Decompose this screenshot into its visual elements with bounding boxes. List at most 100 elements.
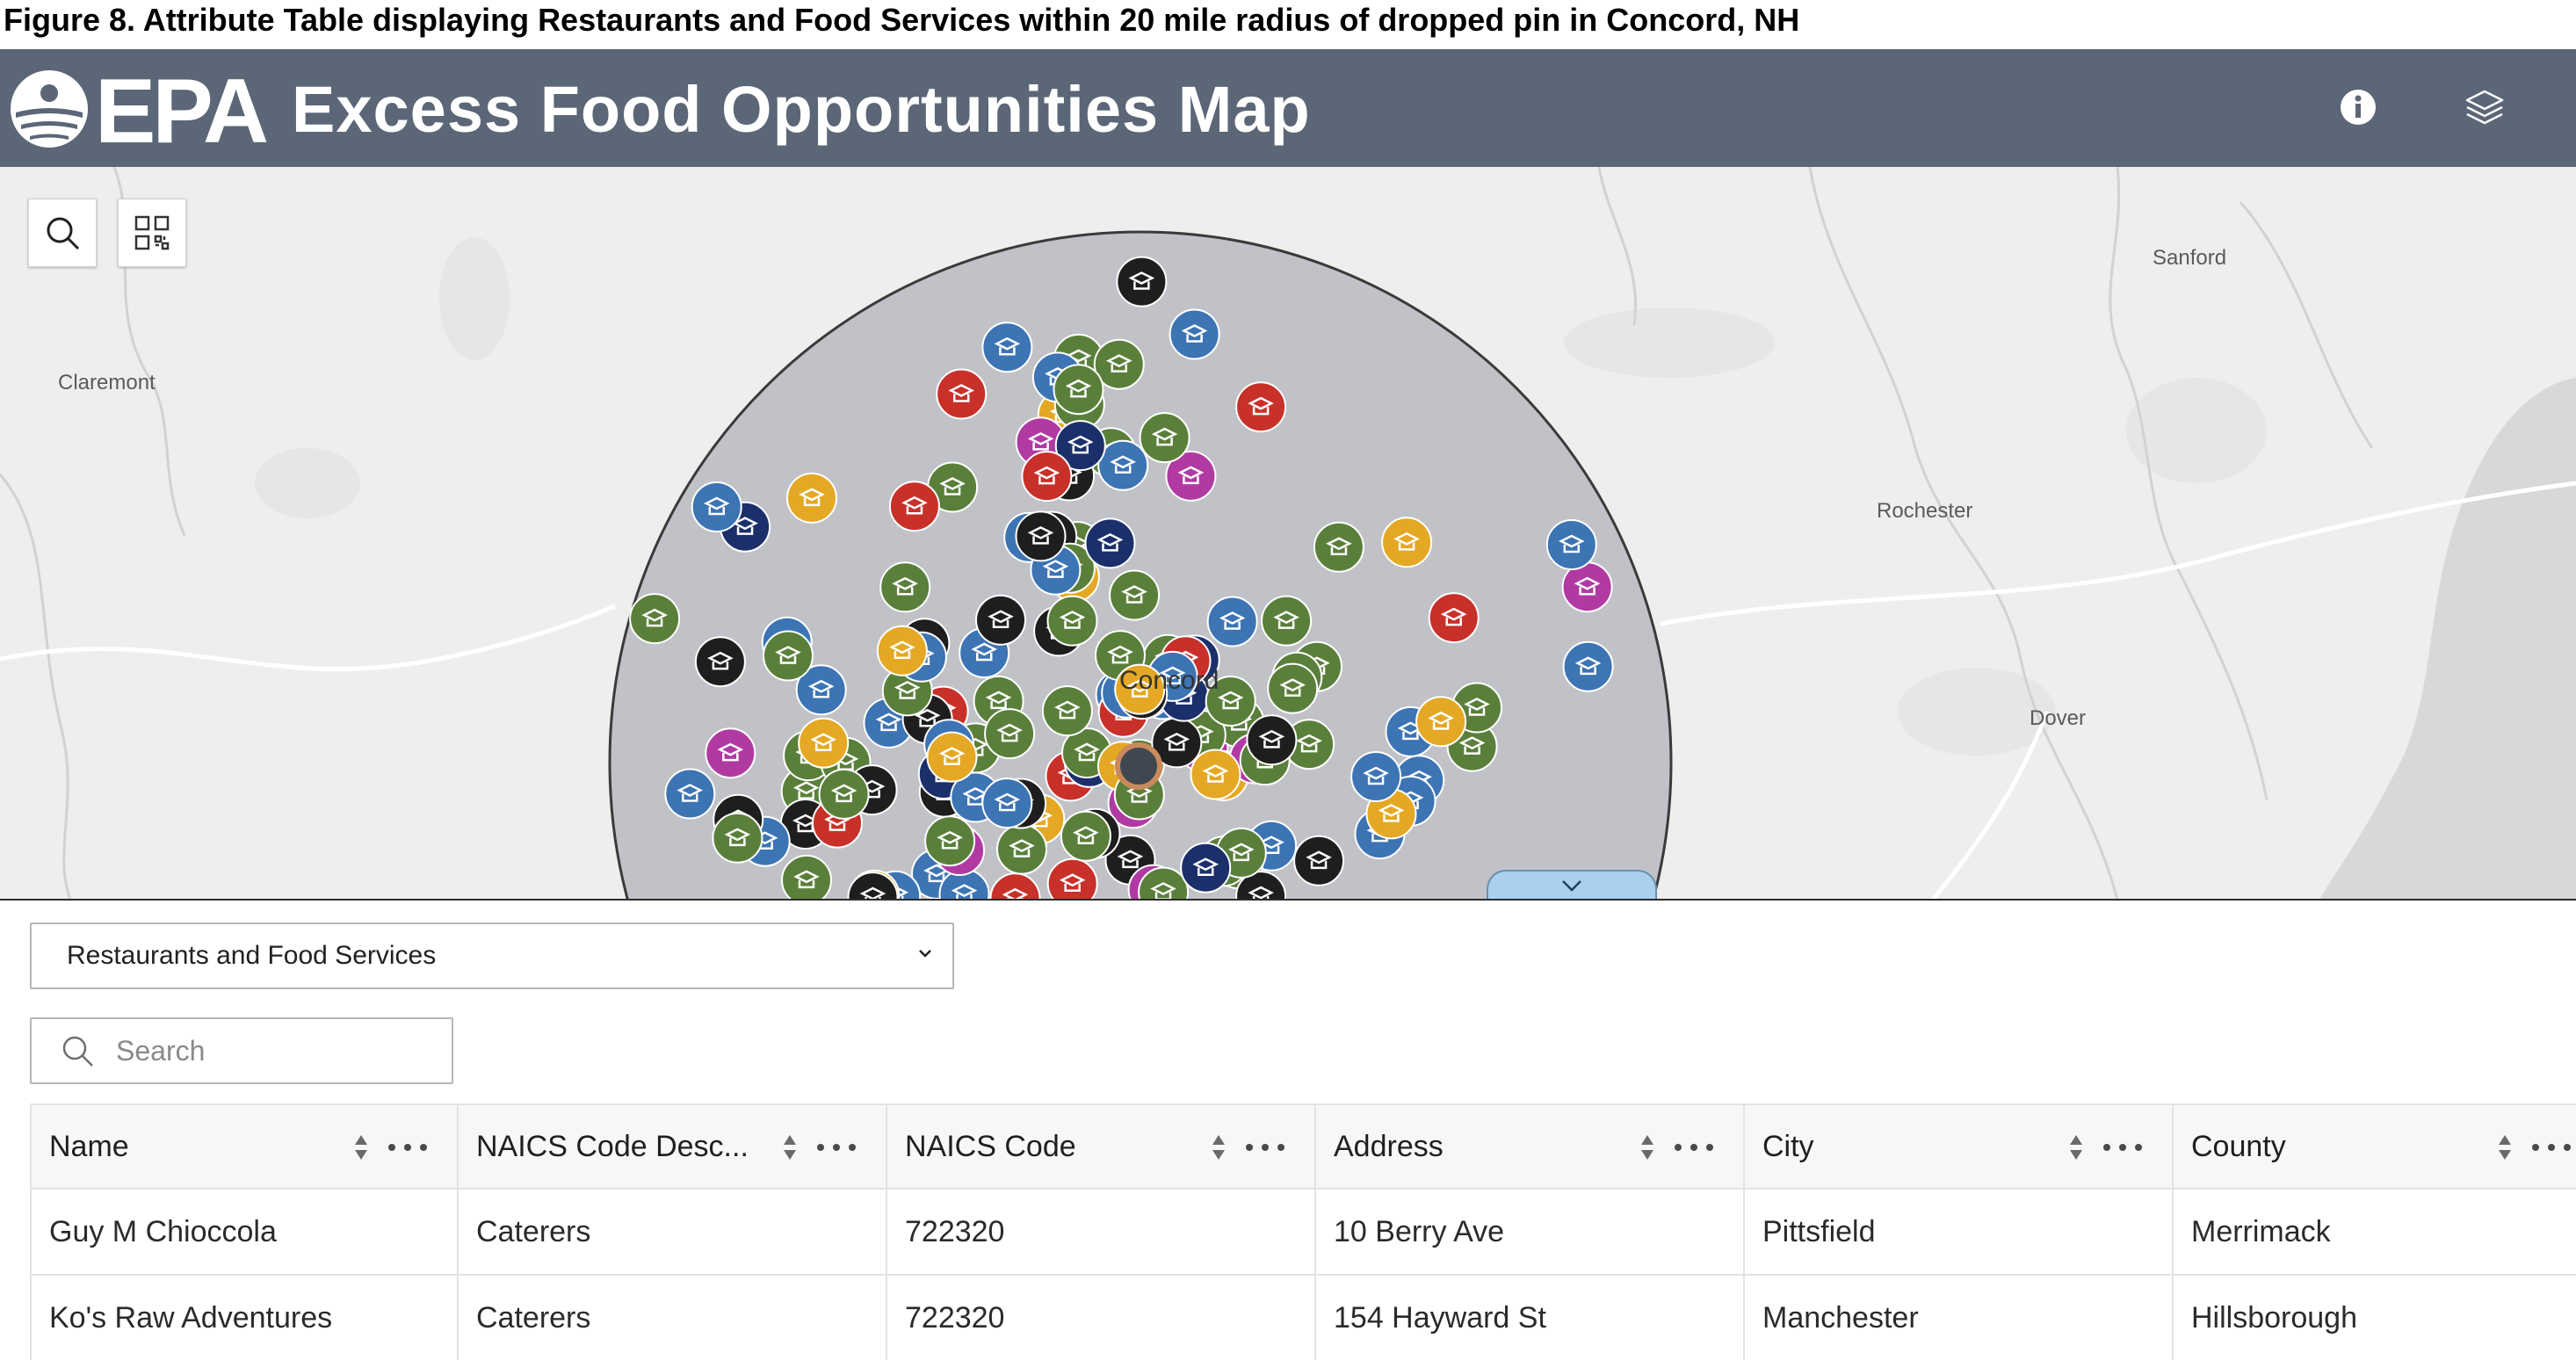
column-menu-button[interactable] <box>2532 1132 2571 1163</box>
compost-marker[interactable] <box>1114 663 1166 715</box>
retail-marker[interactable] <box>1165 450 1217 502</box>
map-table-divider[interactable] <box>0 899 2576 901</box>
table-row[interactable]: Ko's Raw Adventures Caterers 722320 154 … <box>30 1276 2576 1360</box>
restaurant-marker[interactable] <box>1293 835 1345 886</box>
dropped-pin[interactable] <box>1115 742 1162 790</box>
compost-marker[interactable] <box>1190 749 1241 800</box>
caterer-marker[interactable] <box>1053 364 1104 416</box>
grocery-marker[interactable] <box>1350 751 1402 802</box>
sort-icon[interactable] <box>353 1132 369 1163</box>
caterer-marker[interactable] <box>1109 569 1161 621</box>
caterer-marker[interactable] <box>984 708 1036 760</box>
compost-marker[interactable] <box>798 717 850 769</box>
column-menu-button[interactable] <box>388 1132 427 1163</box>
restaurant-marker[interactable] <box>1246 714 1298 766</box>
restaurant-marker[interactable] <box>1015 510 1067 562</box>
grocery-marker[interactable] <box>1206 596 1258 647</box>
restaurant-marker[interactable] <box>1116 256 1168 307</box>
map-search-button[interactable] <box>28 199 97 267</box>
caterer-marker[interactable] <box>927 461 979 513</box>
caterer-marker[interactable] <box>763 630 814 682</box>
grocery-marker[interactable] <box>691 481 742 532</box>
caterer-marker[interactable] <box>1041 685 1093 737</box>
grocery-marker[interactable] <box>795 664 847 716</box>
sort-icon[interactable] <box>2068 1132 2084 1163</box>
column-header-county[interactable]: County <box>2174 1105 2576 1188</box>
restaurant-marker[interactable] <box>847 872 899 900</box>
institution-marker[interactable] <box>1235 381 1287 433</box>
caterer-marker[interactable] <box>996 823 1047 875</box>
sort-icon[interactable] <box>1639 1132 1655 1163</box>
grocery-marker[interactable] <box>1562 640 1614 692</box>
restaurant-marker[interactable] <box>694 636 746 688</box>
manufacturer-marker[interactable] <box>1054 420 1106 472</box>
restaurant-marker[interactable] <box>975 594 1026 646</box>
caterer-marker[interactable] <box>879 561 931 613</box>
manufacturer-marker[interactable] <box>1084 517 1136 569</box>
column-menu-button[interactable] <box>1675 1132 1713 1163</box>
sort-icon[interactable] <box>2497 1132 2513 1163</box>
column-header-naics-code[interactable]: NAICS Code <box>887 1105 1316 1188</box>
column-label: Address <box>1334 1129 1444 1163</box>
column-header-city[interactable]: City <box>1745 1105 2174 1188</box>
epa-logo: EPA <box>11 67 271 151</box>
column-menu-button[interactable] <box>2103 1132 2142 1163</box>
collapse-map-button[interactable] <box>1487 870 1657 900</box>
search-icon <box>47 217 80 250</box>
restaurant-marker[interactable] <box>1235 871 1287 900</box>
caterer-marker[interactable] <box>712 812 763 864</box>
compost-marker[interactable] <box>876 625 928 676</box>
institution-marker[interactable] <box>888 481 940 532</box>
institution-marker[interactable] <box>1428 592 1480 644</box>
caterer-marker[interactable] <box>1267 662 1319 714</box>
retail-marker[interactable] <box>1561 561 1613 613</box>
search-input[interactable] <box>116 1034 432 1067</box>
grocery-marker[interactable] <box>981 778 1033 829</box>
info-button[interactable] <box>2330 79 2386 135</box>
grocery-marker[interactable] <box>981 322 1033 373</box>
restaurant-marker[interactable] <box>1151 717 1203 769</box>
grocery-marker[interactable] <box>664 768 716 820</box>
caterer-marker[interactable] <box>1138 866 1190 900</box>
compost-marker[interactable] <box>1415 696 1467 748</box>
grocery-marker[interactable] <box>1097 439 1149 491</box>
retail-marker[interactable] <box>705 727 756 779</box>
compost-marker[interactable] <box>1381 517 1433 568</box>
sort-icon[interactable] <box>782 1132 798 1163</box>
caterer-marker[interactable] <box>781 854 832 900</box>
compost-marker[interactable] <box>926 731 978 783</box>
place-label-sanford: Sanford <box>2153 246 2227 270</box>
column-menu-button[interactable] <box>817 1132 856 1163</box>
map-grid-button[interactable] <box>118 199 186 267</box>
sort-icon[interactable] <box>1211 1132 1226 1163</box>
compost-marker[interactable] <box>786 472 837 524</box>
column-header-name[interactable]: Name <box>30 1105 459 1188</box>
grocery-marker[interactable] <box>1169 308 1220 360</box>
caterer-marker[interactable] <box>924 815 976 867</box>
column-header-address[interactable]: Address <box>1316 1105 1745 1188</box>
caterer-marker[interactable] <box>1060 810 1111 862</box>
layers-button[interactable] <box>2457 79 2513 135</box>
caterer-marker[interactable] <box>1093 338 1145 390</box>
map-view[interactable]: Claremont Sanford Rochester Dover Concor… <box>0 167 2576 900</box>
caterer-marker[interactable] <box>1046 595 1098 647</box>
layer-select[interactable]: Restaurants and Food Services <box>30 922 954 989</box>
attribute-table: Name NAICS Code Desc... NAICS Code Addre… <box>30 1103 2576 1360</box>
institution-marker[interactable] <box>936 368 988 420</box>
caterer-marker[interactable] <box>1205 676 1256 727</box>
manufacturer-marker[interactable] <box>1180 842 1232 893</box>
institution-marker[interactable] <box>1021 451 1073 503</box>
caterer-marker[interactable] <box>818 768 870 820</box>
table-cell: Hillsborough <box>2174 1276 2576 1360</box>
caterer-marker[interactable] <box>629 593 681 645</box>
caterer-marker[interactable] <box>1313 521 1364 573</box>
column-header-naics-desc[interactable]: NAICS Code Desc... <box>459 1105 887 1188</box>
map-basemap <box>0 167 2576 900</box>
caterer-marker[interactable] <box>1139 412 1190 464</box>
grocery-marker[interactable] <box>1545 519 1597 570</box>
column-menu-button[interactable] <box>1246 1132 1284 1163</box>
table-row[interactable]: Guy M Chioccola Caterers 722320 10 Berry… <box>30 1190 2576 1276</box>
table-search-box[interactable] <box>30 1017 453 1084</box>
institution-marker[interactable] <box>1046 857 1098 900</box>
caterer-marker[interactable] <box>1261 595 1313 647</box>
